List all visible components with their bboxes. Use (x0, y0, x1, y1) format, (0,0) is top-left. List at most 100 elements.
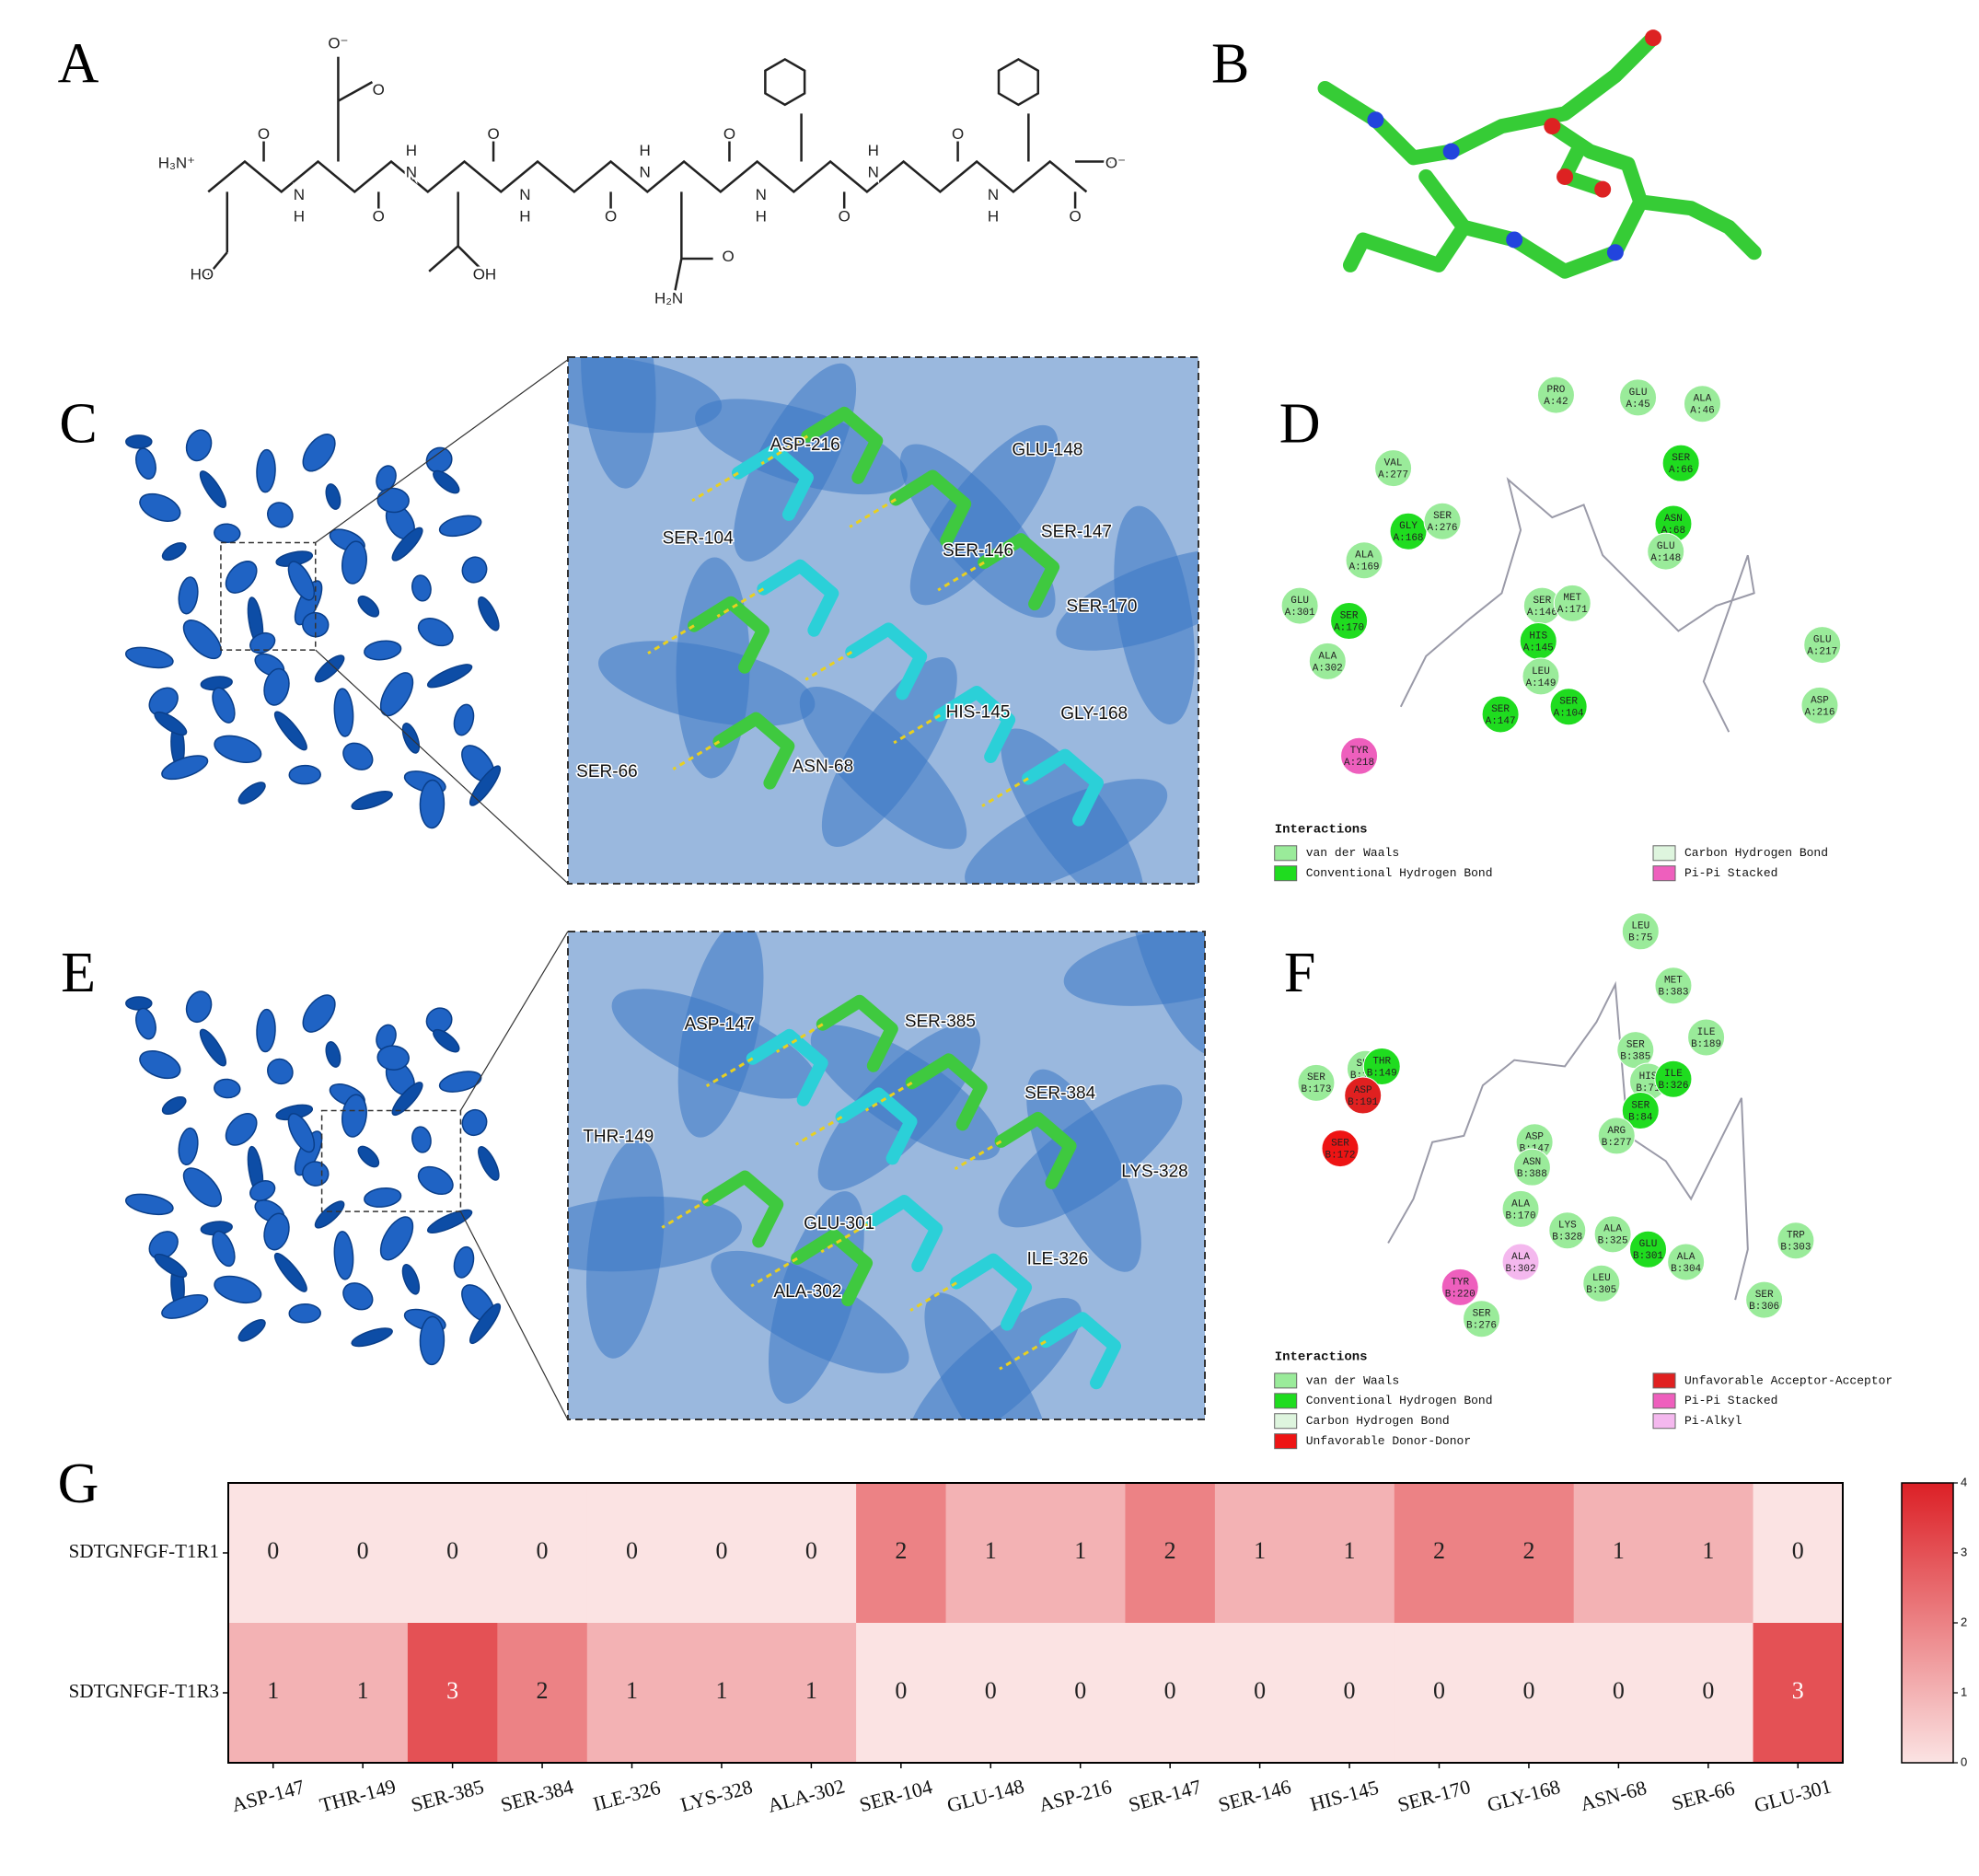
residue-name: GLU (1813, 634, 1832, 645)
residue-name: SER (1755, 1290, 1774, 1301)
residue-name: ASP (1354, 1085, 1372, 1096)
residue-node (1621, 1091, 1660, 1129)
helix (411, 1126, 432, 1153)
helix (273, 711, 307, 751)
heatmap-cell (497, 1483, 588, 1624)
residue-node (1582, 1264, 1621, 1303)
residue-name: ILE (1697, 1027, 1716, 1038)
cell-label: 0 (1074, 1677, 1086, 1704)
cell-label: 0 (446, 1537, 458, 1564)
residue-id: B:303 (1780, 1243, 1811, 1254)
ribbon (1128, 932, 1205, 1056)
helix (161, 1095, 187, 1116)
helix (148, 1231, 179, 1260)
legend-label: van der Waals (1306, 846, 1399, 860)
residue-node (1745, 1280, 1784, 1319)
h-bond (691, 471, 739, 503)
heatmap-cell (945, 1483, 1036, 1624)
helix (453, 1245, 475, 1279)
h-bond (661, 1199, 710, 1229)
heatmap-cell (1214, 1623, 1305, 1764)
ribbon (908, 1297, 1082, 1419)
panel-label: B (1211, 33, 1249, 96)
atom-label: N (868, 163, 879, 180)
helix (288, 1303, 321, 1324)
helix (417, 618, 454, 647)
atom (1557, 168, 1574, 185)
cell-label: 0 (895, 1677, 907, 1704)
residue-name: LEU (1592, 1273, 1611, 1284)
helix (351, 790, 393, 810)
x-tick-label: SER-384 (498, 1775, 575, 1816)
residue-name: PRO (1547, 385, 1566, 396)
protein (124, 990, 502, 1366)
residue-name: ILE (1664, 1069, 1683, 1080)
ligand-stick (801, 406, 884, 484)
x-tick-label: SER-385 (409, 1775, 486, 1816)
x-tick-label: GLU-148 (944, 1774, 1026, 1816)
ribbon (810, 1025, 1001, 1161)
ligand-stick (791, 1229, 874, 1307)
ribbon (1056, 548, 1198, 651)
zoom-border (567, 931, 1206, 1420)
cell-label: 2 (537, 1677, 549, 1704)
x-tick-label: ILE-326 (591, 1776, 663, 1815)
heatmap-cell (945, 1623, 1036, 1764)
residue-node (1463, 1300, 1501, 1338)
helix (124, 1193, 174, 1216)
helix (256, 1008, 276, 1053)
helix (178, 1127, 199, 1166)
heatmap-border (227, 1482, 1844, 1764)
h-bond (981, 777, 1029, 807)
residue-name: HIS (1529, 631, 1547, 642)
zoom-line (315, 649, 569, 885)
atom-label: H (294, 207, 305, 225)
atom-label: O (723, 125, 735, 143)
residue-name: GLY (1399, 521, 1418, 532)
residue-node (1621, 912, 1660, 951)
residue-node (1344, 1076, 1383, 1115)
residue-node (1661, 444, 1700, 482)
helix (376, 1045, 410, 1071)
atom-label: O (373, 81, 385, 98)
helix (256, 448, 276, 493)
h-bond (647, 624, 695, 655)
residue-name: ALA (1511, 1199, 1530, 1210)
residue-name: LEU (1532, 666, 1550, 677)
h-bond (716, 587, 765, 618)
h-bond (794, 1116, 843, 1146)
h-bond (804, 651, 853, 681)
cell-label: 1 (1254, 1537, 1266, 1564)
residue-node (1280, 586, 1319, 625)
atom-label: N (294, 186, 305, 203)
cell-label: 0 (1702, 1677, 1714, 1704)
residue-name: SER (1331, 1139, 1349, 1150)
residue-id: A:149 (1525, 678, 1556, 689)
residue-id: B:388 (1517, 1169, 1547, 1180)
residue-id: A:301 (1285, 608, 1315, 619)
heatmap-cell (1394, 1623, 1485, 1764)
ligand-stick (835, 1087, 918, 1165)
ligand-stick (889, 469, 972, 548)
helix (161, 1293, 209, 1319)
helix (478, 1146, 500, 1181)
residue-node (1687, 1018, 1726, 1057)
residue-name: LEU (1631, 921, 1649, 932)
focus-box (320, 1109, 462, 1212)
cell-label: 0 (715, 1537, 727, 1564)
helix (478, 596, 500, 631)
atom (1442, 143, 1460, 160)
cell-label: 0 (1254, 1677, 1266, 1704)
residue-name: LYS (1558, 1221, 1577, 1232)
helix (182, 1167, 222, 1208)
residue-node (1654, 1060, 1693, 1098)
residue-id: B:170 (1506, 1210, 1536, 1222)
residue-id: B:328 (1552, 1233, 1582, 1244)
helix (214, 735, 262, 763)
x-tick-label: GLY-168 (1485, 1775, 1563, 1816)
residue-node (1800, 686, 1839, 724)
ligand-stick (1039, 1312, 1121, 1390)
residue-label: SER-146 (943, 541, 1013, 561)
residue-name: SER (1533, 596, 1551, 607)
h-bond (750, 1256, 798, 1288)
